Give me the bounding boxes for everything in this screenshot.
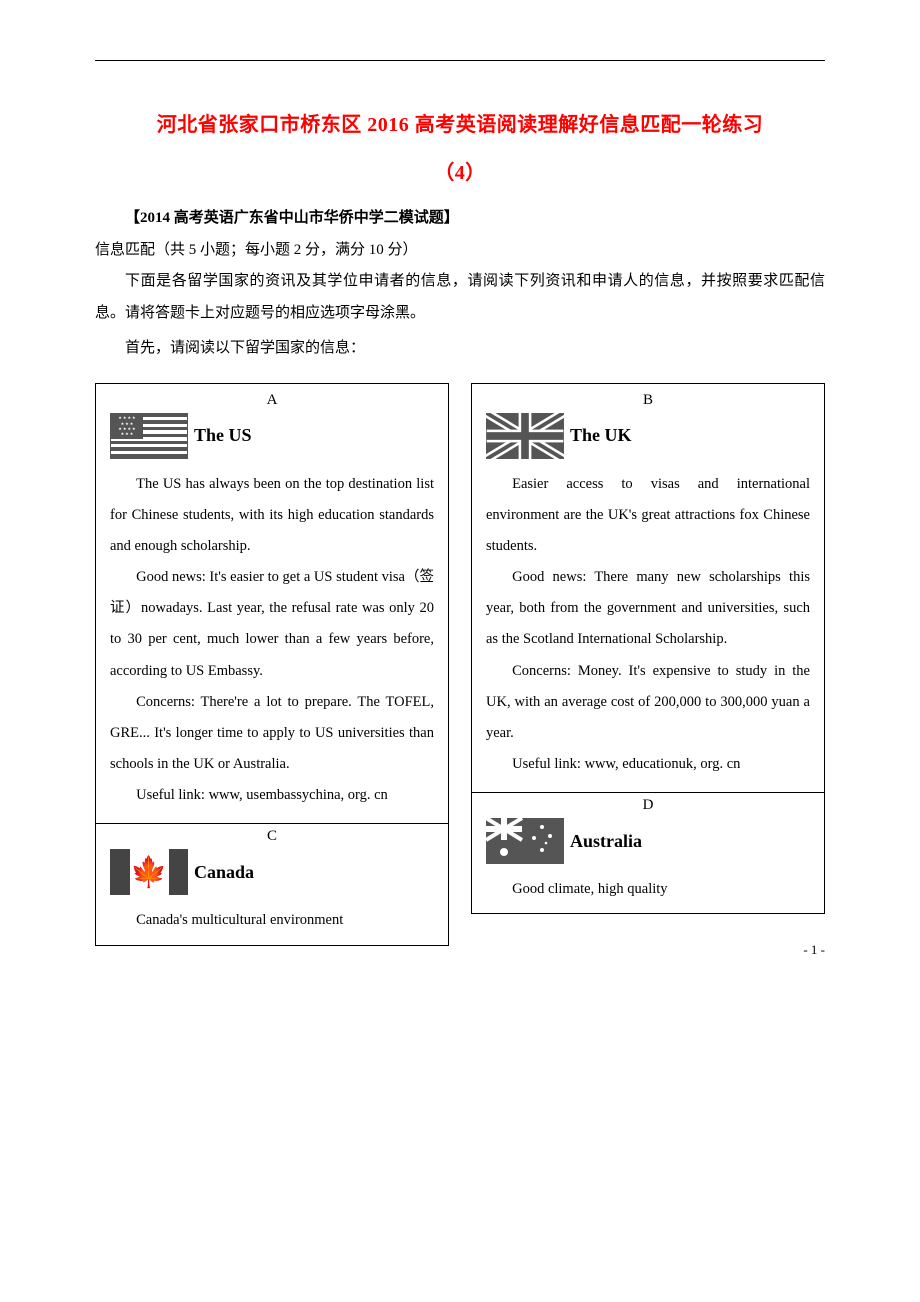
card-d: D: [471, 793, 825, 914]
card-paragraph: Concerns: There're a lot to prepare. The…: [110, 687, 434, 781]
card-letter: B: [486, 392, 810, 409]
page-number: - 1 -: [803, 942, 825, 958]
card-paragraph: Good climate, high quality: [486, 874, 810, 905]
card-letter: A: [110, 392, 434, 409]
card-paragraph: Good news: It's easier to get a US stude…: [110, 562, 434, 687]
cards-row-1: A ★ ★ ★ ★ ★ ★ ★ ★ ★ ★ ★ ★ ★ ★ The US The…: [95, 383, 825, 946]
card-paragraph: Canada's multicultural environment: [110, 905, 434, 936]
card-letter: D: [486, 797, 810, 814]
title-line2: （4）: [95, 149, 825, 197]
card-b: B The UK Ea: [471, 383, 825, 794]
uk-flag-icon: [486, 413, 564, 459]
instructions-2: 下面是各留学国家的资讯及其学位申请者的信息，请阅读下列资讯和申请人的信息，并按照…: [95, 266, 825, 329]
flag-row-au: Australia: [486, 818, 810, 864]
source-line: 【2014 高考英语广东省中山市华侨中学二模试题】: [95, 203, 825, 235]
card-a: A ★ ★ ★ ★ ★ ★ ★ ★ ★ ★ ★ ★ ★ ★ The US The…: [95, 383, 449, 825]
country-name: Australia: [570, 831, 642, 852]
instructions-3: 首先，请阅读以下留学国家的信息：: [95, 333, 825, 365]
country-name: The UK: [570, 425, 632, 446]
country-name: Canada: [194, 862, 254, 883]
flag-row-ca: 🍁 Canada: [110, 849, 434, 895]
title-line1: 河北省张家口市桥东区 2016 高考英语阅读理解好信息匹配一轮练习: [95, 101, 825, 149]
card-paragraph: The US has always been on the top destin…: [110, 469, 434, 563]
card-paragraph: Concerns: Money. It's expensive to study…: [486, 656, 810, 750]
card-c: C 🍁 Canada Canada's multicultural enviro…: [95, 824, 449, 945]
us-flag-icon: ★ ★ ★ ★ ★ ★ ★ ★ ★ ★ ★ ★ ★ ★: [110, 413, 188, 459]
flag-row-uk: The UK: [486, 413, 810, 459]
card-paragraph: Useful link: www, usembassychina, org. c…: [110, 780, 434, 811]
australia-flag-icon: [486, 818, 564, 864]
canada-flag-icon: 🍁: [110, 849, 188, 895]
instructions-1: 信息匹配（共 5 小题；每小题 2 分，满分 10 分）: [95, 235, 825, 267]
card-letter: C: [110, 828, 434, 845]
card-paragraph: Useful link: www, educationuk, org. cn: [486, 749, 810, 780]
flag-row-us: ★ ★ ★ ★ ★ ★ ★ ★ ★ ★ ★ ★ ★ ★ The US: [110, 413, 434, 459]
country-name: The US: [194, 425, 252, 446]
card-paragraph: Easier access to visas and international…: [486, 469, 810, 563]
top-rule: [95, 60, 825, 61]
card-paragraph: Good news: There many new scholarships t…: [486, 562, 810, 656]
